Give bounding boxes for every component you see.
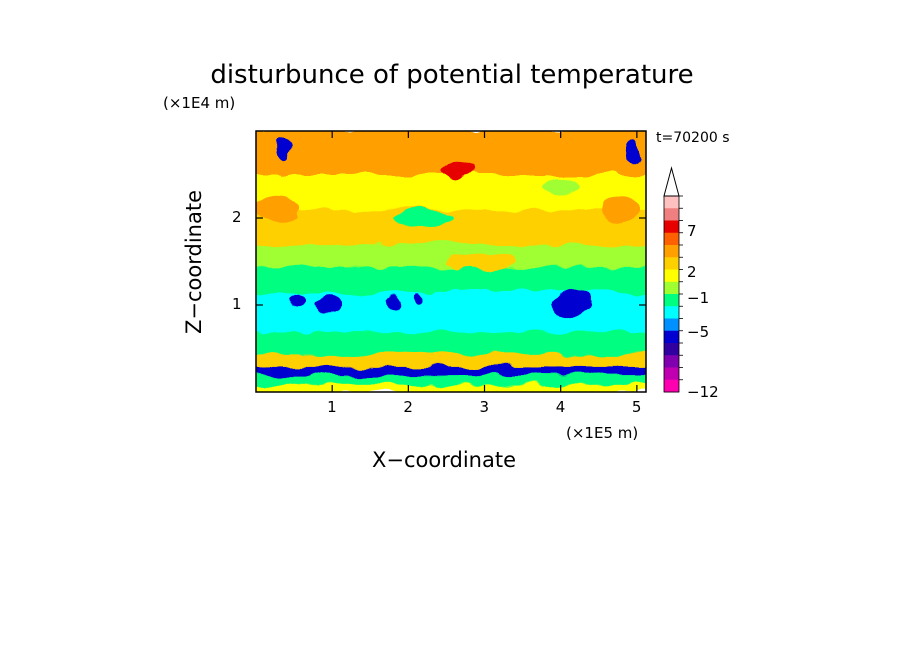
contour-band-8 — [256, 208, 646, 246]
colorbar-swatch — [664, 196, 679, 209]
contour-blob-9 — [602, 196, 641, 223]
contour-band-5 — [256, 290, 646, 333]
x-axis-label: X−coordinate — [372, 448, 516, 472]
colorbar-swatch — [664, 208, 679, 221]
colorbar-label: −1 — [687, 289, 710, 307]
x-tick-label: 2 — [403, 398, 413, 416]
colorbar-swatch — [664, 330, 679, 344]
contour-blob-7 — [256, 196, 302, 223]
contour-band-7 — [256, 243, 646, 267]
colorbar — [663, 166, 683, 393]
colorbar-swatch — [664, 232, 679, 246]
contour-field — [256, 131, 646, 392]
y-tick-label: 1 — [232, 295, 242, 313]
y-axis-unit: (×1E4 m) — [163, 94, 236, 112]
colorbar-label: 7 — [687, 222, 697, 240]
contour-band-0 — [256, 382, 646, 392]
contour-blob-11 — [393, 211, 455, 225]
contour-band-9 — [256, 173, 646, 211]
y-tick-label: 2 — [232, 208, 242, 226]
x-tick-label: 5 — [631, 398, 642, 416]
contour-blob-10 — [446, 252, 515, 271]
contour-blob-2 — [385, 297, 401, 313]
time-label: t=70200 s — [656, 130, 730, 146]
colorbar-swatch — [664, 343, 679, 356]
contour-band-3 — [256, 351, 646, 367]
colorbar-swatch — [664, 318, 679, 332]
contour-band-2 — [256, 364, 646, 376]
contour-blob-1 — [314, 296, 343, 314]
colorbar-swatch — [664, 269, 679, 283]
chart-title: disturbunce of potential temperature — [210, 60, 694, 90]
colorbar-swatch — [664, 367, 679, 381]
axis-ticks — [256, 131, 646, 392]
plot-frame — [255, 130, 647, 393]
colorbar-swatch — [664, 281, 679, 295]
x-tick-label: 1 — [327, 398, 337, 416]
contour-blob-12 — [541, 178, 580, 197]
x-axis-unit: (×1E5 m) — [566, 424, 639, 442]
colorbar-swatch — [664, 306, 679, 319]
contour-blob-0 — [288, 293, 308, 308]
colorbar-swatch — [664, 379, 679, 393]
contour-blob-4 — [553, 291, 592, 319]
contour-band-1 — [256, 373, 646, 385]
colorbar-swatch — [664, 257, 679, 270]
colorbar-swatch — [664, 220, 679, 234]
colorbar-label: −5 — [687, 323, 710, 341]
colorbar-label: −12 — [687, 383, 719, 401]
contour-blob-6 — [625, 142, 641, 164]
colorbar-swatch — [664, 355, 679, 368]
contour-band-6 — [256, 264, 646, 293]
colorbar-extend-arrow — [663, 166, 680, 197]
x-tick-label: 4 — [555, 398, 566, 416]
x-tick-label: 3 — [479, 398, 490, 416]
colorbar-swatch — [664, 245, 679, 258]
colorbar-label: 2 — [687, 263, 697, 281]
colorbar-swatch — [664, 294, 679, 307]
contour-blob-3 — [411, 293, 421, 308]
contour-band-4 — [256, 330, 646, 354]
contour-blob-8 — [442, 159, 474, 181]
contour-blob-5 — [275, 137, 291, 159]
